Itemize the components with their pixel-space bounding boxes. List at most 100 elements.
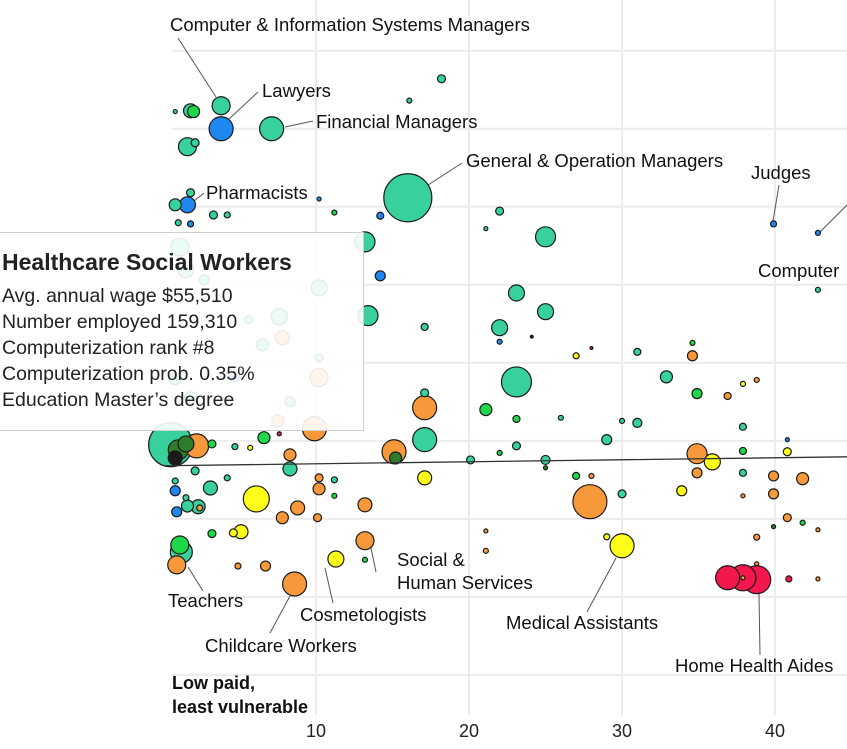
bubble: [769, 220, 778, 228]
bubble: [211, 96, 231, 116]
bubble: [782, 447, 792, 457]
bubble: [603, 533, 611, 541]
leader-line: [427, 162, 463, 186]
bubble: [738, 468, 748, 477]
leader-line: [187, 566, 204, 592]
bubble: [196, 504, 204, 512]
bubble: [169, 485, 181, 497]
label-medical-assistants: Medical Assistants: [506, 612, 659, 633]
bubble: [609, 533, 635, 559]
bubble: [465, 455, 476, 465]
bubble: [331, 492, 338, 499]
bubble: [542, 465, 549, 471]
bubble: [738, 422, 748, 431]
tooltip-probability: Computerization prob. 0.35%: [2, 363, 255, 385]
bubble: [180, 499, 195, 513]
leader-line: [758, 593, 761, 656]
bubble: [496, 449, 503, 457]
bubble: [588, 472, 595, 480]
label-childcare-workers: Childcare Workers: [205, 635, 357, 656]
bubble: [689, 339, 696, 347]
leader-line: [324, 567, 334, 604]
leader-line: [193, 192, 205, 202]
bubble: [259, 116, 285, 142]
bubble: [330, 476, 338, 484]
leader-line: [284, 120, 314, 128]
bubble: [281, 571, 308, 597]
bubble: [420, 322, 429, 332]
bubble: [495, 206, 505, 216]
bubble: [572, 484, 608, 520]
bubble: [618, 417, 626, 425]
bubble: [234, 562, 242, 570]
bubble: [207, 529, 217, 539]
bubble: [686, 350, 699, 362]
bubble: [412, 427, 438, 453]
bubble: [170, 535, 190, 555]
bubble: [436, 74, 447, 84]
bubble: [290, 500, 306, 516]
label-lawyers: Lawyers: [262, 80, 331, 101]
leader-line: [370, 547, 377, 573]
bubble: [496, 338, 503, 345]
bubble: [374, 270, 386, 282]
bubble: [500, 366, 533, 398]
bubble: [782, 513, 792, 523]
tooltip-rank: Computerization rank #8: [2, 337, 215, 359]
tooltip-wage: Avg. annual wage $55,510: [2, 285, 233, 307]
bubble: [785, 575, 793, 583]
bubble: [512, 414, 521, 424]
bubble: [259, 560, 272, 572]
bubble: [753, 533, 761, 541]
bubble: [247, 444, 254, 451]
bubble: [723, 391, 732, 401]
bubble: [676, 485, 688, 497]
bubble: [799, 519, 806, 526]
bubble: [208, 210, 219, 220]
label-teachers: Teachers: [168, 590, 244, 611]
leader-line: [819, 204, 847, 233]
bubble: [534, 226, 557, 248]
bubble: [529, 334, 534, 339]
bubble: [814, 286, 822, 293]
label-pharmacists: Pharmacists: [206, 182, 308, 203]
bubble: [186, 104, 201, 119]
bubble: [202, 480, 219, 496]
bubble: [739, 380, 747, 387]
bubble: [483, 225, 489, 232]
bubble: [167, 555, 187, 575]
leader-line: [269, 595, 291, 634]
bubble: [536, 303, 555, 321]
bubble: [171, 477, 179, 485]
bubble: [507, 284, 526, 302]
bubble: [557, 414, 564, 421]
bubble: [482, 547, 489, 554]
bubble: [740, 493, 746, 499]
label-financial-managers: Financial Managers: [316, 111, 478, 132]
bubble: [815, 527, 821, 533]
label-social-services-line1: Social &: [397, 549, 465, 570]
bubble: [633, 347, 642, 356]
bubble: [174, 219, 182, 227]
label-cosmetologists: Cosmetologists: [300, 604, 427, 625]
bubble: [479, 403, 493, 417]
bubble: [767, 470, 780, 482]
tooltip-title: Healthcare Social Workers: [2, 249, 292, 275]
x-tick-label: 40: [764, 721, 786, 741]
label-general-operation-managers: General & Operation Managers: [466, 150, 724, 171]
bubble: [814, 229, 822, 237]
bubble: [796, 472, 810, 486]
bubble: [361, 556, 369, 563]
bubble: [388, 451, 403, 465]
label-cis-managers: Computer & Information Systems Managers: [170, 14, 530, 35]
corner-label: Low paid, least vulnerable: [172, 671, 308, 719]
bubble: [208, 116, 234, 142]
bubble: [190, 138, 200, 148]
tooltip-education: Education Master’s degree: [2, 389, 235, 411]
bubble: [589, 345, 594, 351]
bubble: [314, 473, 324, 483]
bubble: [327, 550, 345, 568]
bubble: [312, 482, 326, 496]
bubble: [406, 97, 413, 104]
bubble: [715, 565, 741, 591]
